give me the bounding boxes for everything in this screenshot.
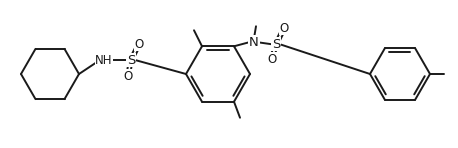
Text: O: O [123, 70, 133, 82]
Text: O: O [134, 37, 144, 50]
Text: O: O [267, 53, 277, 66]
Text: N: N [249, 36, 259, 49]
Text: NH: NH [95, 53, 113, 66]
Text: S: S [127, 53, 135, 66]
Text: O: O [279, 22, 289, 35]
Text: S: S [272, 38, 280, 51]
